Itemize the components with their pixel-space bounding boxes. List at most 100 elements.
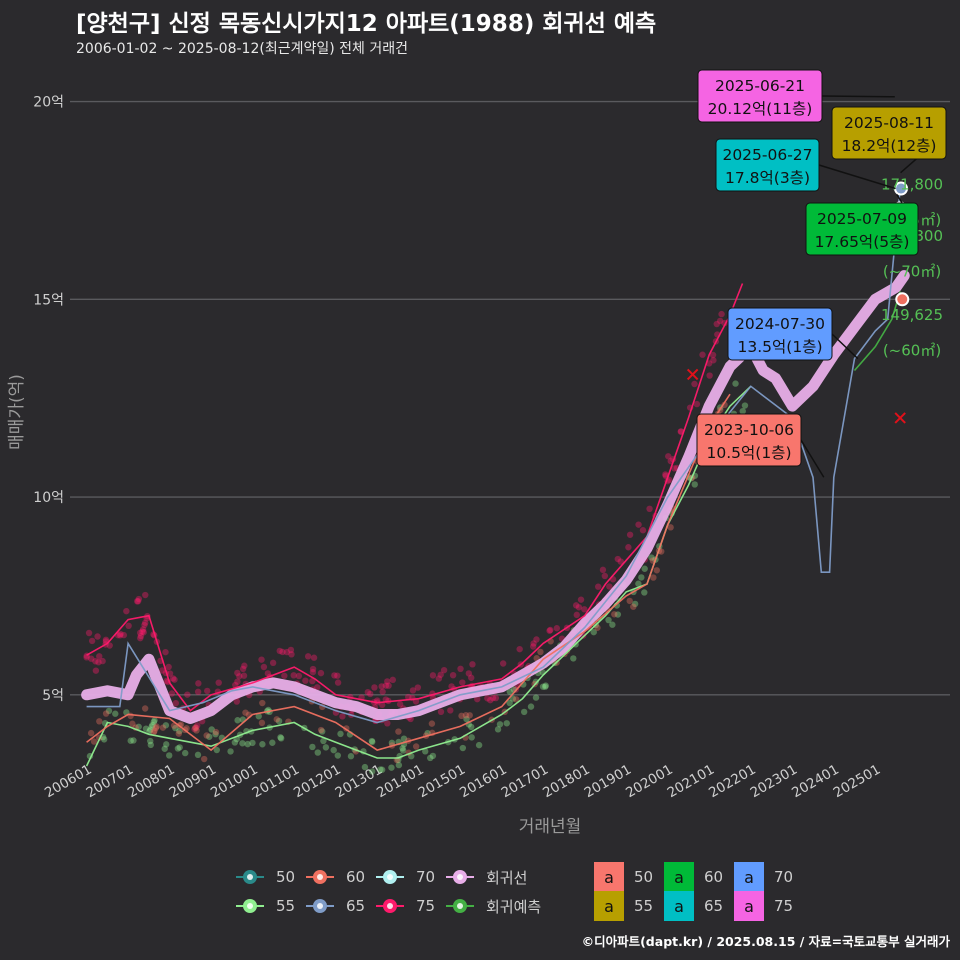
transaction-point [469, 661, 476, 668]
legend-item: 60 [306, 862, 365, 892]
transaction-point [665, 453, 672, 460]
transaction-point [309, 743, 316, 751]
transaction-point [135, 723, 142, 730]
transaction-point [646, 505, 653, 513]
transaction-point [260, 663, 268, 671]
transaction-point [112, 710, 119, 717]
transaction-point [379, 688, 386, 695]
legend-box: a [664, 862, 694, 892]
transaction-point [212, 731, 219, 738]
transaction-point [532, 694, 540, 701]
legend-symbol [236, 898, 264, 914]
transaction-point [435, 675, 443, 682]
y-tick-label: 15억 [33, 292, 64, 308]
annotation-date: 2025-08-11 [844, 114, 934, 132]
transaction-point [204, 687, 211, 695]
transaction-point [465, 670, 473, 677]
series-line-60 [86, 393, 731, 752]
annotation-box [805, 202, 919, 256]
transaction-point [249, 739, 256, 747]
transaction-point [123, 607, 130, 615]
transaction-point [533, 636, 540, 643]
transaction-point [92, 658, 99, 665]
transaction-point [290, 672, 297, 679]
transaction-point [139, 628, 146, 635]
transaction-point [732, 380, 739, 387]
transaction-point [409, 687, 417, 694]
transaction-point [408, 752, 415, 760]
transaction-point [334, 679, 342, 686]
transaction-point [530, 640, 537, 647]
transaction-point [283, 648, 291, 656]
transaction-point [466, 712, 473, 719]
transaction-point [489, 694, 497, 702]
transaction-point [382, 682, 390, 689]
transaction-point [614, 555, 622, 563]
transaction-point [638, 574, 645, 581]
annotation-leader [831, 333, 859, 360]
transaction-point [172, 699, 180, 707]
transaction-point [234, 678, 241, 685]
transaction-point [213, 746, 220, 754]
transaction-point [147, 737, 154, 745]
transaction-point [606, 583, 613, 590]
transaction-point [537, 648, 544, 656]
legend-label: 50 [276, 868, 296, 886]
transaction-point [546, 627, 553, 634]
legend-symbol [376, 898, 404, 914]
transaction-point [614, 611, 622, 618]
transaction-point [137, 634, 144, 642]
transaction-point [234, 669, 241, 677]
transaction-point [369, 738, 376, 746]
x-tick-label: 201201 [291, 762, 344, 802]
transaction-point [320, 737, 327, 745]
transaction-point [88, 637, 96, 645]
transaction-point [116, 632, 124, 639]
transaction-point [699, 351, 706, 358]
transaction-point [626, 531, 634, 538]
transaction-point [572, 602, 580, 609]
transaction-point [361, 763, 369, 771]
series-line-회귀예측 [853, 291, 901, 372]
annotation-label: 2025-06-21 20.12억(11층) [697, 69, 895, 123]
legend-box-item: a 75 [734, 891, 793, 921]
transaction-point [570, 655, 577, 662]
transaction-point [487, 696, 494, 704]
transaction-point [136, 629, 144, 637]
annotation-label: 2025-07-09 17.65억(5층) [805, 194, 919, 256]
annotation-price: 18.2억(12층) [842, 137, 937, 155]
transaction-point [159, 724, 167, 731]
transaction-point [127, 712, 134, 720]
transaction-point [542, 683, 549, 690]
transaction-point [206, 733, 213, 740]
transaction-point [347, 753, 355, 760]
transaction-point [105, 707, 113, 715]
x-tick-label: 202201 [706, 762, 759, 802]
transaction-point [275, 717, 283, 725]
transaction-point [193, 727, 200, 734]
transaction-point [176, 727, 183, 735]
transaction-point [169, 675, 177, 682]
transaction-point [141, 705, 149, 712]
transaction-point [255, 713, 262, 720]
x-tick-label: 201301 [333, 762, 386, 802]
transaction-point [273, 716, 280, 723]
transaction-point [625, 544, 632, 551]
transaction-point [87, 729, 95, 737]
annotation-price: 20.12억(11층) [708, 100, 813, 118]
transaction-point [142, 725, 150, 732]
legend-symbol [446, 898, 474, 914]
transaction-point [172, 724, 179, 732]
transaction-point [458, 712, 465, 720]
legend-box: a [734, 891, 764, 921]
transaction-point [399, 747, 407, 754]
transaction-point [364, 688, 372, 696]
transaction-point [314, 749, 322, 756]
legend-label: 회귀예측 [486, 897, 542, 916]
transaction-point [141, 621, 148, 629]
annotation-label: 2025-06-27 17.8억(3층) [715, 138, 896, 192]
legend-label: 70 [416, 868, 436, 886]
legend-symbol [236, 869, 264, 885]
transaction-point [302, 677, 309, 684]
y-tick-label: 5억 [42, 688, 64, 704]
